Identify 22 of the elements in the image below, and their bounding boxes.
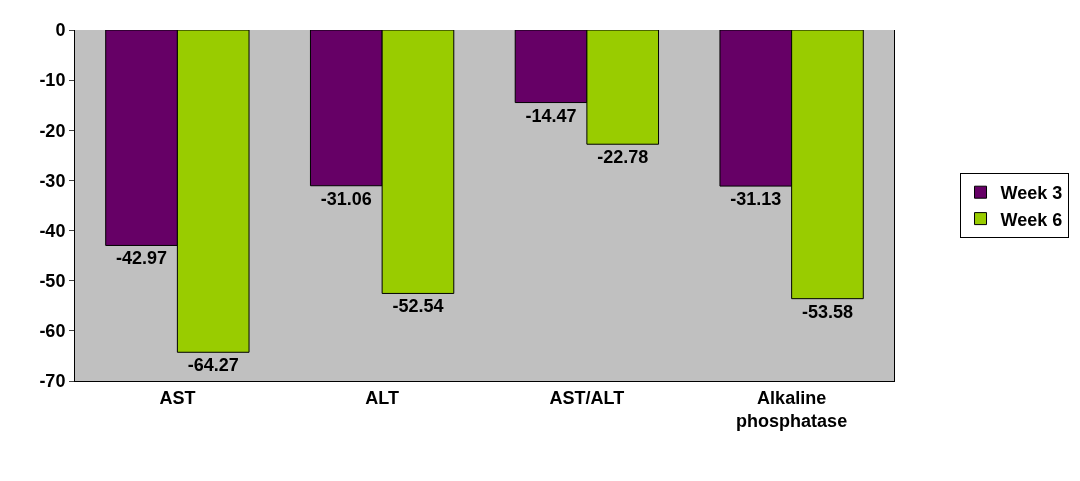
legend-label: Week 3 [1000,183,1063,204]
data-label: -64.27 [187,355,239,376]
y-tick-label: -70 [39,371,66,392]
y-tick-label: 0 [55,20,66,41]
legend-label: Week 6 [1000,209,1063,230]
y-tick-label: -20 [39,120,66,141]
y-tick-label: -10 [39,70,66,91]
x-tick-label: ALT [365,387,399,408]
data-label: -22.78 [597,147,649,168]
x-tick-label: Alkaline phosphatase [736,387,848,431]
x-tick-label: AST [159,387,196,408]
x-tick-label: AST/ALT [549,387,625,408]
y-tick-label: -30 [39,170,66,191]
data-label: -31.06 [320,188,372,209]
data-label: -52.54 [392,296,444,317]
data-label: -14.47 [525,105,577,126]
y-tick-label: -60 [39,321,66,342]
data-label: -42.97 [116,248,168,269]
data-label: -53.58 [801,301,853,322]
y-tick-label: -40 [39,220,66,241]
data-label: -31.13 [730,189,782,210]
y-tick-label: -50 [39,271,66,292]
